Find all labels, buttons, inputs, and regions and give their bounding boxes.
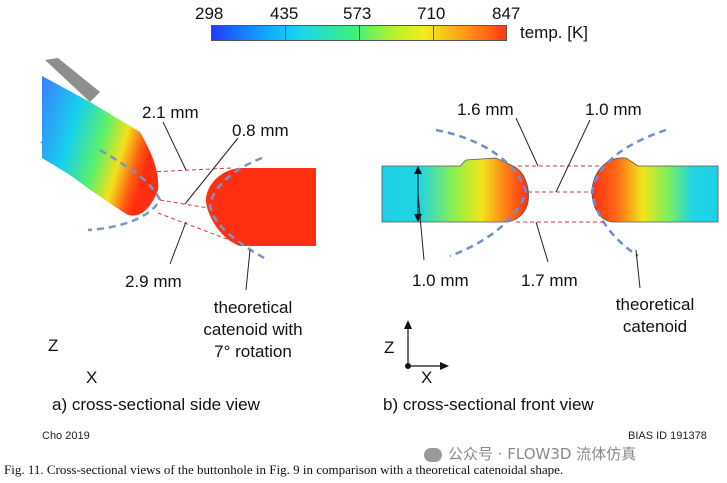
dim-label-1-7mm: 1.7 mm — [521, 271, 578, 290]
credit-left: Cho 2019 — [42, 430, 90, 442]
colorbar-unit-label: temp. [K] — [520, 23, 589, 42]
wechat-icon — [424, 447, 442, 462]
leader-line — [417, 193, 425, 261]
colorbar-tick-mark — [359, 25, 360, 41]
leader-line — [515, 117, 539, 167]
panel-b-graphic — [381, 117, 719, 289]
dim-label-2-9mm: 2.9 mm — [125, 272, 182, 291]
panel-a-caption: a) cross-sectional side view — [52, 395, 260, 414]
axis-label-z: Z — [384, 338, 395, 357]
credit-right: BIAS ID 191378 — [628, 430, 707, 442]
leader-line — [184, 137, 239, 205]
z-axis-arrowhead — [404, 320, 412, 329]
dimension-arrowhead — [414, 166, 422, 174]
dim-label-1-0mm-top: 1.0 mm — [585, 100, 642, 119]
watermark-text: 公众号 · FLOW3D 流体仿真 — [448, 445, 637, 463]
axis-label-z: Z — [48, 336, 59, 355]
catenoid-curve — [208, 156, 269, 262]
sheet-left — [42, 76, 159, 216]
colorbar-tick-label: 573 — [343, 4, 372, 23]
colorbar-tick-label: 847 — [492, 4, 521, 23]
guide-line — [159, 199, 209, 209]
colorbar-tick-label: 435 — [270, 4, 299, 23]
leader-line — [635, 249, 641, 289]
annotation-line: 7° rotation — [214, 342, 292, 361]
colorbar-tick-label: 710 — [417, 4, 446, 23]
catenoid-curve — [590, 128, 667, 258]
annotation-line: theoretical — [615, 295, 695, 314]
annotation-line: catenoid with — [203, 320, 303, 339]
annotation-line: theoretical — [213, 298, 293, 317]
annotation-line: catenoid — [622, 317, 688, 336]
x-axis-arrowhead — [440, 362, 449, 370]
panel-a-graphic — [40, 58, 316, 291]
sheet-right — [205, 168, 316, 246]
catenoid-curve — [435, 128, 528, 258]
dim-label-2-1mm: 2.1 mm — [142, 103, 199, 122]
axis-origin — [405, 363, 411, 369]
annotation-catenoid-rotation: theoretical catenoid with 7° rotation — [188, 297, 318, 363]
figure-caption: Fig. 11. Cross-sectional views of the bu… — [4, 462, 564, 477]
leader-line — [535, 221, 549, 263]
catenoid-curve — [87, 148, 162, 232]
watermark: 公众号 · FLOW3D 流体仿真 — [424, 443, 636, 464]
colorbar-tick-label: 298 — [195, 4, 224, 23]
axis-label-x: X — [86, 368, 98, 387]
axis-label-x: X — [421, 368, 433, 387]
sheet-right — [591, 157, 719, 223]
annotation-catenoid: theoretical catenoid — [600, 294, 710, 338]
dim-label-1-6mm: 1.6 mm — [457, 100, 514, 119]
leader-line — [169, 221, 187, 265]
fixture-top — [45, 58, 100, 102]
sheet-left — [381, 157, 529, 223]
guide-line — [157, 212, 241, 245]
panel-b-axes — [404, 320, 449, 370]
guide-line — [149, 167, 233, 173]
panel-b-caption: b) cross-sectional front view — [383, 395, 594, 414]
leader-line — [555, 119, 591, 193]
dim-label-1-0mm-bottom: 1.0 mm — [412, 271, 469, 290]
leader-line — [162, 121, 187, 171]
colorbar-tick-mark — [433, 25, 434, 41]
colorbar-tick-mark — [285, 25, 286, 41]
dim-label-0-8mm: 0.8 mm — [232, 121, 289, 140]
leader-line — [245, 249, 251, 291]
colorbar — [211, 25, 507, 41]
